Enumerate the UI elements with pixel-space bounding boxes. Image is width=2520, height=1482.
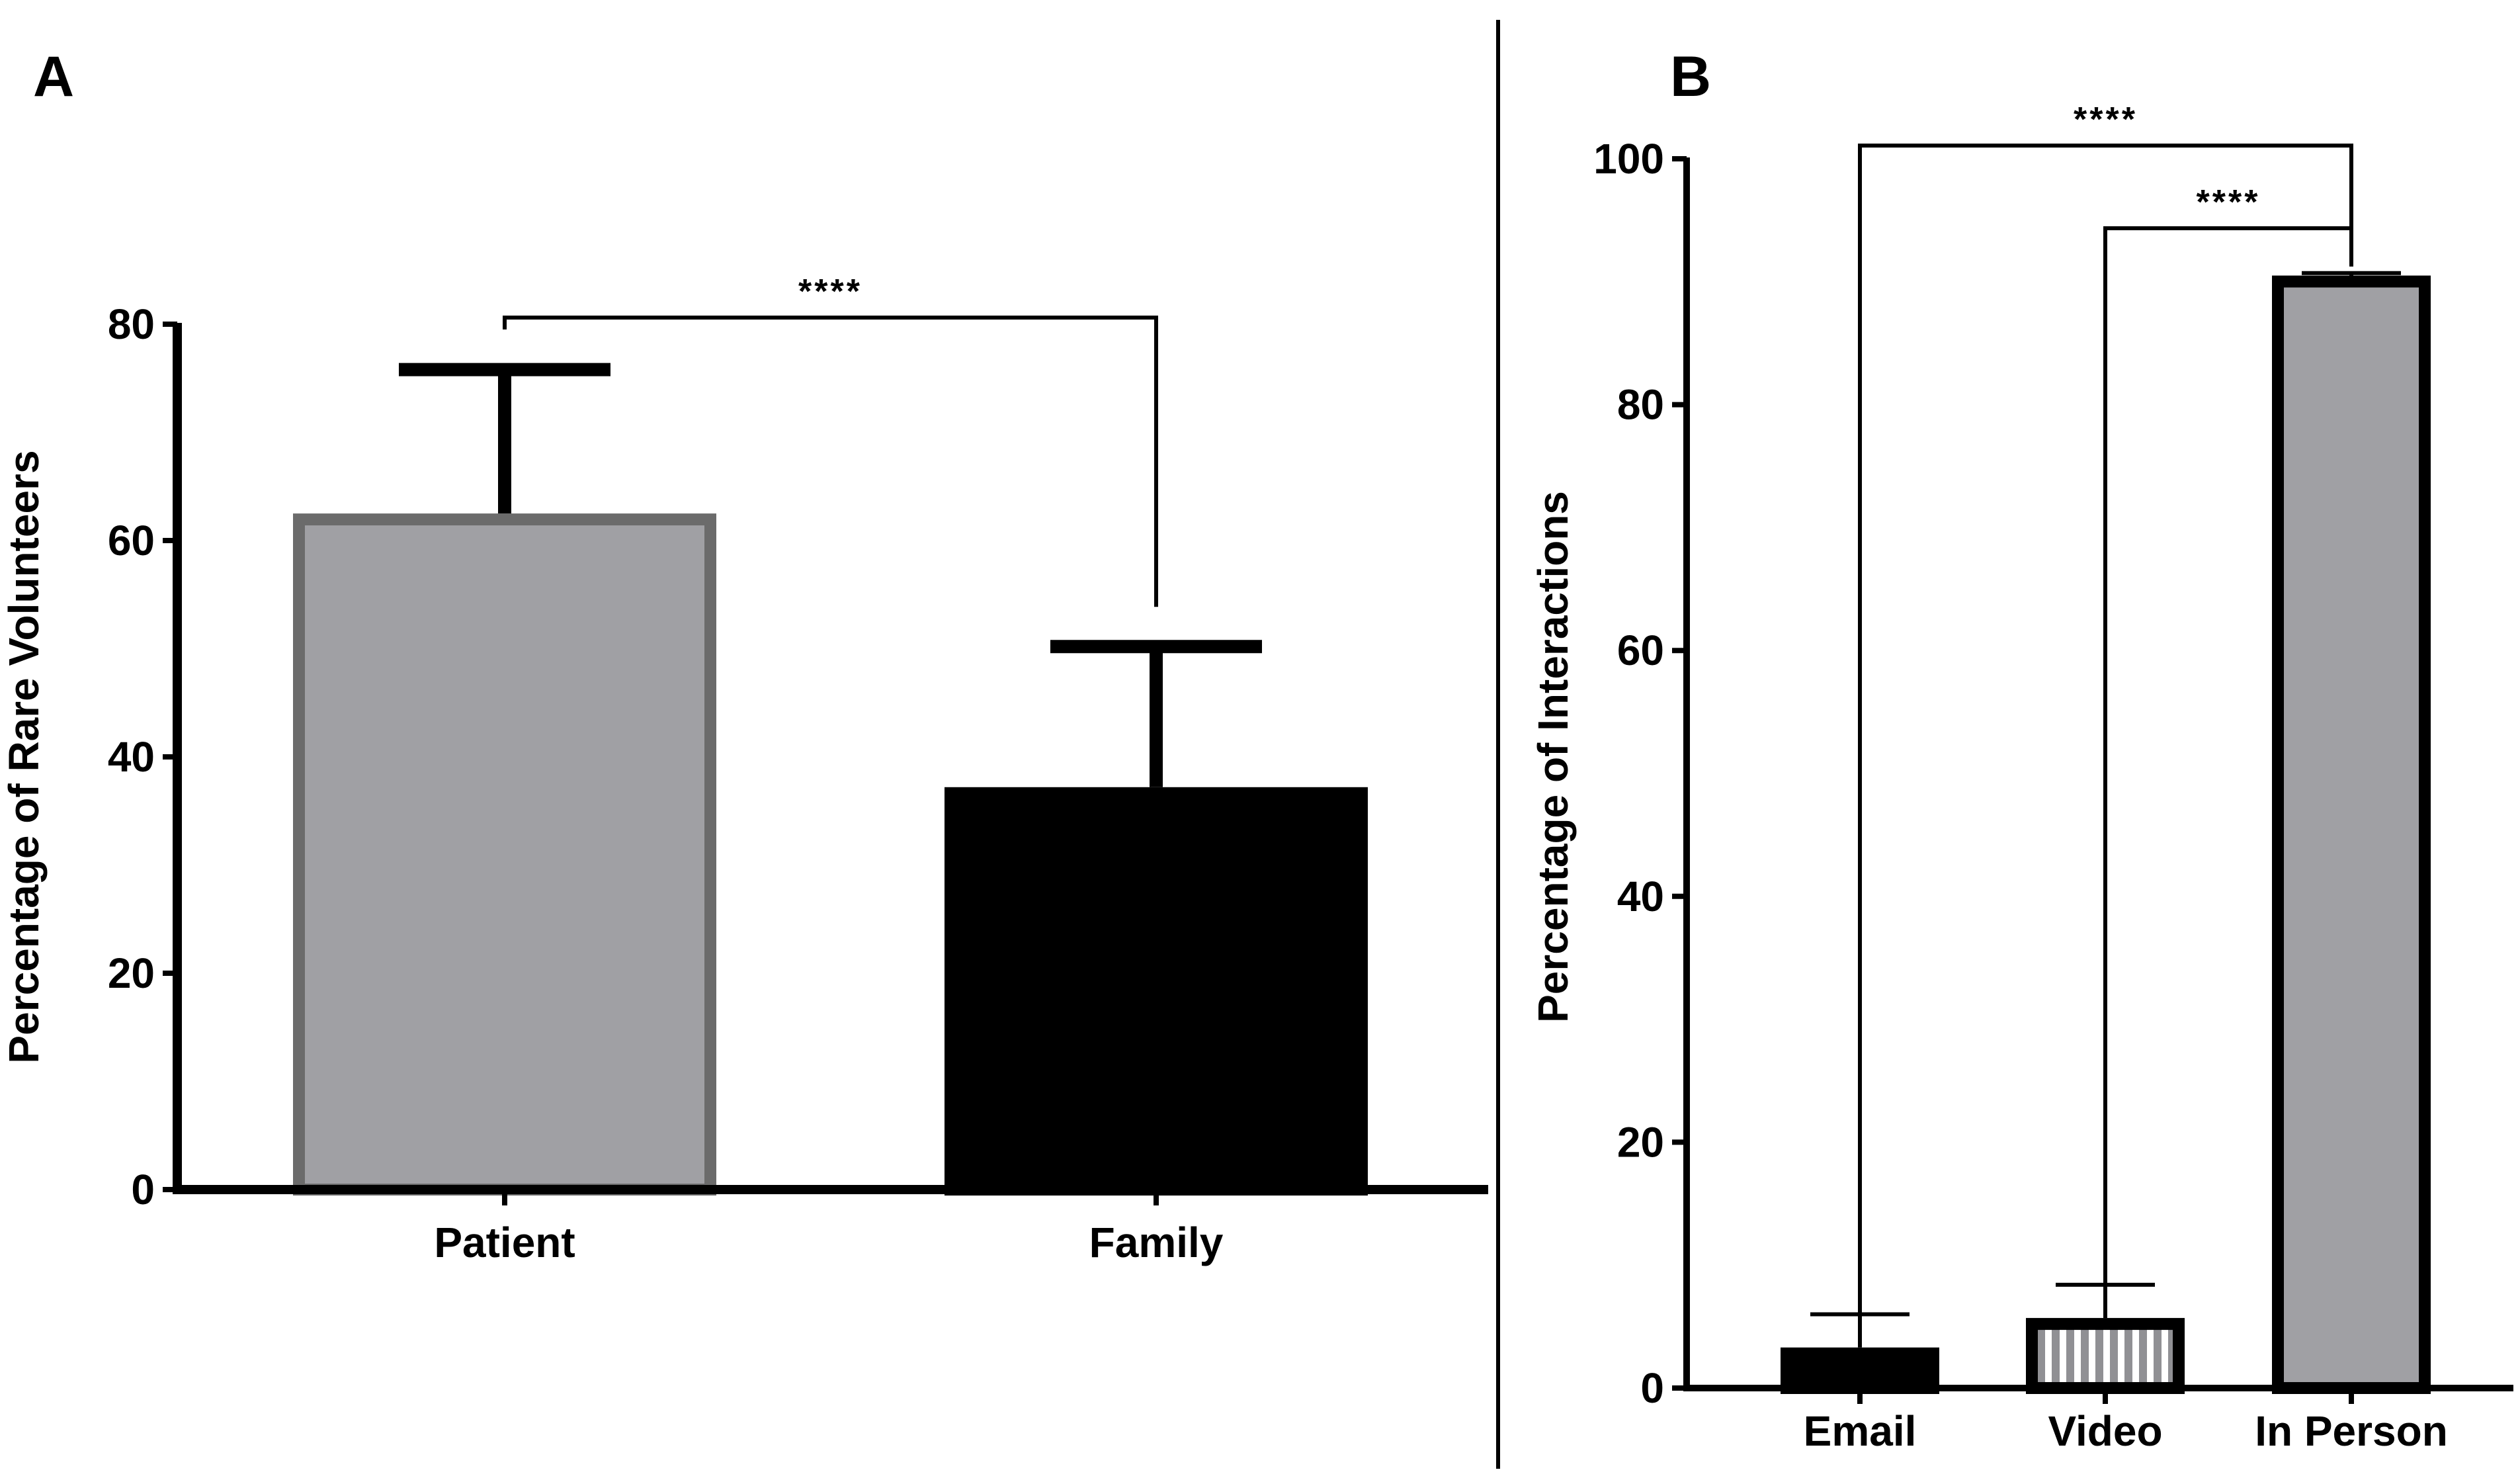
y-tick-label: 60 bbox=[1617, 627, 1664, 674]
y-tick-label: 80 bbox=[1617, 381, 1664, 429]
x-tick-label: Family bbox=[1089, 1219, 1224, 1266]
x-tick-label: In Person bbox=[2255, 1407, 2448, 1455]
bar-in-person bbox=[2272, 275, 2431, 1394]
x-tick-label: Email bbox=[1804, 1407, 1917, 1455]
y-tick-label: 40 bbox=[108, 733, 155, 781]
panel-letter-a: A bbox=[33, 45, 74, 109]
panel-b: B 0 20 40 60 80 100 Percentage of Interactions… bbox=[1529, 45, 2513, 1455]
y-axis-title: Percentage of Interactions bbox=[1529, 491, 1577, 1023]
y-tick-label: 40 bbox=[1617, 873, 1664, 920]
significance-label: **** bbox=[2074, 101, 2138, 139]
significance-bracket bbox=[1858, 144, 2353, 1315]
panel-letter-b: B bbox=[1670, 45, 1711, 109]
panel-a: A 0 20 40 60 80 Percentage of Rare Volunteers… bbox=[0, 45, 1488, 1266]
y-tick-label: 20 bbox=[1617, 1118, 1664, 1166]
y-tick-label: 60 bbox=[108, 517, 155, 564]
y-tick-label: 20 bbox=[108, 949, 155, 997]
y-axis-title: Percentage of Rare Volunteers bbox=[0, 450, 48, 1063]
y-tick-label: 0 bbox=[131, 1166, 155, 1213]
significance-label: **** bbox=[2197, 183, 2261, 222]
bar-patient bbox=[293, 513, 716, 1196]
y-tick-label: 0 bbox=[1640, 1364, 1664, 1412]
bar-email bbox=[1781, 1347, 1939, 1395]
y-tick-label: 100 bbox=[1593, 135, 1664, 183]
significance-bracket bbox=[2103, 226, 2353, 1285]
significance-bracket bbox=[503, 316, 1158, 607]
bar-video bbox=[2026, 1318, 2185, 1394]
x-tick-label: Patient bbox=[434, 1219, 575, 1266]
y-tick-label: 80 bbox=[108, 300, 155, 348]
bar-family bbox=[945, 787, 1368, 1196]
significance-label: **** bbox=[798, 273, 862, 311]
x-tick-label: Video bbox=[2048, 1407, 2162, 1455]
